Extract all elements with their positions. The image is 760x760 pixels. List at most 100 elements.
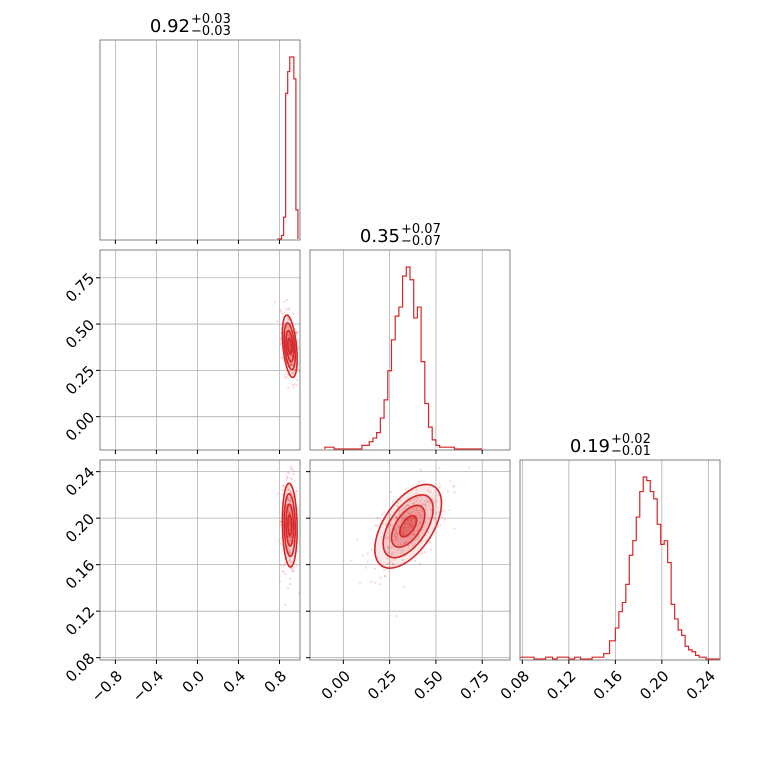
scatter-point (397, 526, 400, 529)
scatter-point (402, 529, 406, 532)
scatter-point (405, 504, 408, 507)
scatter-point (292, 373, 295, 376)
scatter-point (403, 522, 407, 525)
panel-frame (99, 249, 301, 451)
contour-level-4 (287, 337, 293, 355)
scatter-point (438, 482, 441, 485)
scatter-point (294, 330, 298, 334)
scatter-point (282, 484, 285, 487)
scatter-point (287, 498, 290, 502)
scatter-point (401, 558, 405, 562)
scatter-point (287, 325, 290, 328)
histogram-step (520, 476, 720, 660)
scatter-point (356, 538, 359, 541)
panel-frame (309, 459, 511, 661)
scatter-point (295, 331, 298, 334)
scatter-point (288, 521, 291, 524)
scatter-point (279, 520, 282, 524)
scatter-point (294, 489, 297, 493)
scatter-point (387, 546, 390, 549)
y-tick-label: 0.75 (62, 270, 98, 306)
scatter-point (384, 536, 388, 539)
scatter-point (285, 326, 288, 330)
scatter-point (277, 539, 280, 542)
scatter-point (284, 572, 287, 576)
scatter-point (374, 524, 377, 527)
scatter-point (288, 583, 292, 586)
panel-frame (99, 459, 301, 661)
scatter-point (291, 467, 294, 470)
scatter-point (295, 493, 298, 496)
scatter-point (395, 516, 398, 519)
scatter-point (402, 533, 405, 536)
scatter-point (453, 527, 456, 530)
scatter-point (391, 552, 394, 555)
scatter-point (290, 561, 293, 564)
scatter-point (411, 517, 415, 520)
scatter-point (290, 364, 293, 367)
x-tick-label: 0.00 (318, 667, 354, 703)
scatter-point (287, 333, 291, 336)
scatter-point (281, 357, 285, 360)
scatter-point (283, 300, 286, 303)
scatter-point (370, 548, 373, 551)
scatter-point (394, 515, 397, 518)
scatter-point (400, 530, 403, 533)
scatter-point (394, 535, 397, 539)
scatter-point (295, 333, 298, 336)
scatter-point (292, 566, 295, 569)
scatter-point (418, 480, 421, 484)
scatter-point (290, 363, 294, 366)
scatter-point (287, 511, 290, 514)
scatter-point (379, 576, 382, 579)
scatter-point (279, 523, 282, 526)
scatter-point (288, 535, 292, 538)
panel-content (277, 56, 299, 240)
panel-frame (99, 39, 301, 241)
scatter-point (289, 499, 292, 502)
scatter-point (301, 370, 303, 372)
scatter-point (288, 512, 292, 515)
panel-title-value: 0.35 (360, 226, 400, 247)
contour-level-3 (390, 504, 426, 549)
scatter-point (399, 543, 403, 546)
contour-level-4 (287, 513, 293, 537)
scatter-point (286, 319, 290, 322)
scatter-point (399, 499, 402, 502)
scatter-point (285, 475, 289, 478)
panel-r2-c0: −0.8 −0.4 0.0 0.4 0.8 0.08 0.12 0.16 0.20 0.24 (62, 459, 301, 706)
scatter-point (290, 354, 293, 357)
scatter-point (280, 564, 283, 567)
scatter-point (278, 310, 281, 313)
scatter-point (279, 339, 282, 342)
scatter-point (284, 603, 287, 607)
scatter-point (289, 491, 292, 494)
scatter-point (430, 508, 433, 512)
scatter-point (410, 520, 413, 523)
scatter-point (405, 488, 408, 491)
scatter-point (300, 398, 302, 400)
contour-level-1 (281, 314, 298, 379)
scatter-point (289, 500, 292, 504)
scatter-point (288, 307, 291, 310)
scatter-point (405, 540, 408, 543)
scatter-point (282, 564, 285, 567)
scatter-point (407, 511, 410, 515)
scatter-point (286, 316, 289, 319)
scatter-point (413, 497, 416, 500)
scatter-point (428, 541, 432, 545)
scatter-point (288, 511, 291, 514)
y-tick-label: 0.24 (62, 463, 98, 499)
scatter-point (287, 326, 290, 329)
scatter-point (280, 312, 284, 315)
scatter-point (286, 489, 289, 492)
scatter-point (424, 503, 427, 506)
panel-title-minus: −0.07 (401, 234, 441, 249)
scatter-point (402, 533, 405, 536)
scatter-point (398, 509, 401, 512)
scatter-point (292, 473, 295, 476)
scatter-point (406, 504, 410, 507)
x-tick-label: −0.4 (129, 667, 167, 705)
scatter-point (284, 376, 287, 379)
